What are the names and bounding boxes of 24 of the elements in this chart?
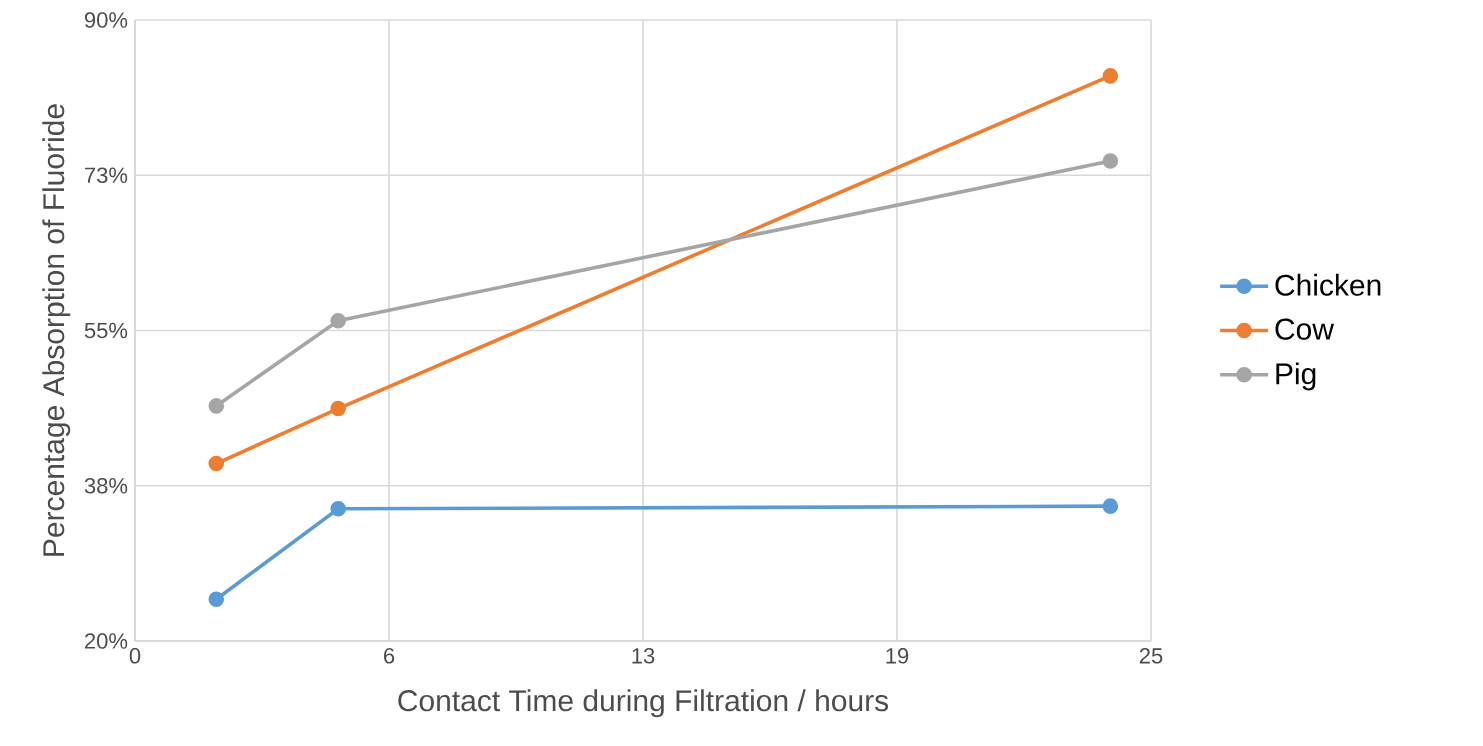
point xyxy=(208,455,225,472)
point xyxy=(208,591,225,608)
y-axis-title: Percentage Absorption of Fluoride xyxy=(42,104,71,556)
point xyxy=(1102,153,1119,169)
x-tick-label: 19 xyxy=(886,648,909,664)
point xyxy=(208,398,225,414)
y-tick-label: 55% xyxy=(84,322,128,339)
x-tick-label: 6 xyxy=(384,648,395,664)
y-tick-label: 20% xyxy=(85,633,128,649)
legend-label: Chicken xyxy=(1275,273,1381,296)
x-axis-title: Contact Time during Filtration / hours xyxy=(398,689,889,718)
y-tick-label: 90% xyxy=(84,12,128,28)
point xyxy=(330,400,346,417)
point xyxy=(330,501,346,517)
y-tick-label: 38% xyxy=(84,477,128,494)
point xyxy=(330,312,346,329)
x-tick-label: 13 xyxy=(632,648,655,664)
point xyxy=(1102,68,1119,84)
legend-label: Pig xyxy=(1276,362,1316,391)
x-tick-label: 25 xyxy=(1139,648,1163,664)
point xyxy=(1102,498,1119,514)
y-tick-label: 73% xyxy=(85,167,128,184)
legend-label: Cow xyxy=(1275,318,1335,340)
x-tick-label: 0 xyxy=(129,648,141,664)
